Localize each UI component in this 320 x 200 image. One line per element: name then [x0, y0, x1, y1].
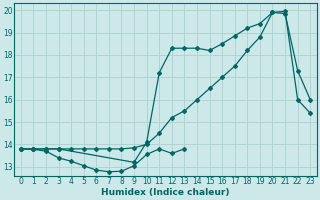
X-axis label: Humidex (Indice chaleur): Humidex (Indice chaleur)	[101, 188, 230, 197]
